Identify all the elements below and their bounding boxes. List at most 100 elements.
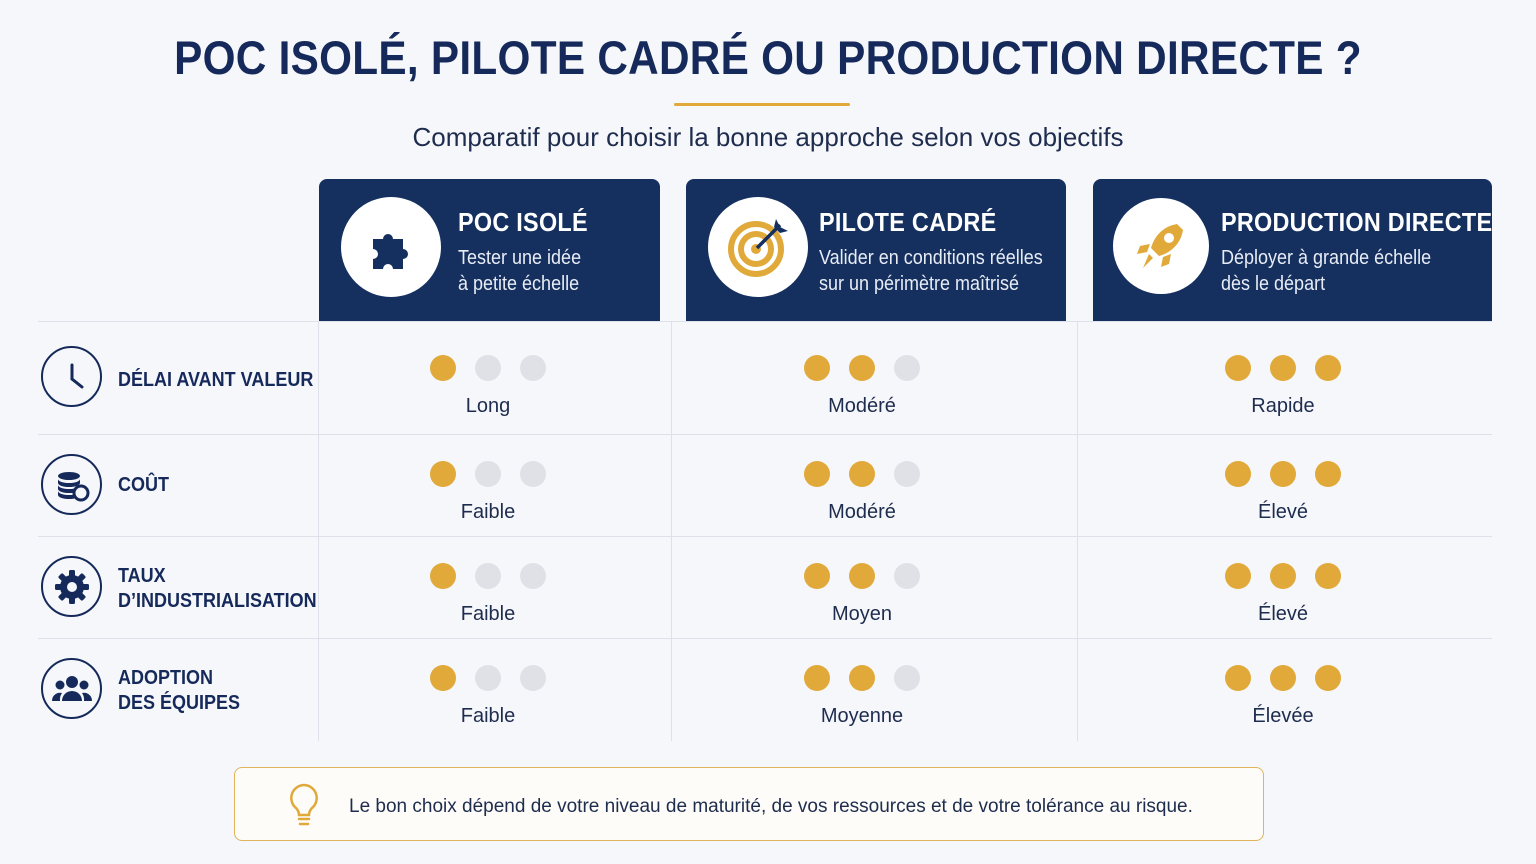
coins-icon — [41, 454, 102, 515]
rating-dot-filled — [430, 563, 456, 589]
row-label-cout: COÛT — [118, 474, 170, 496]
rating-dot-filled — [1270, 461, 1296, 487]
rating-label: Moyenne — [820, 705, 904, 727]
rating-label: Long — [465, 395, 511, 417]
rating-cell: Modéré — [762, 355, 962, 418]
column-header-pilote: PILOTE CADRÉ Valider en conditions réell… — [686, 179, 1066, 321]
rating-dot-filled — [849, 461, 875, 487]
rating-dots — [430, 461, 546, 487]
rating-dots — [804, 563, 920, 589]
title-underline — [674, 103, 850, 106]
rating-dot-filled — [804, 665, 830, 691]
rating-dot-filled — [1225, 563, 1251, 589]
column-divider — [1077, 321, 1078, 741]
rating-dot-empty — [475, 563, 501, 589]
rating-dots — [804, 665, 920, 691]
rating-label: Faible — [460, 501, 516, 523]
rating-cell: Faible — [388, 665, 588, 728]
rating-dot-filled — [1225, 665, 1251, 691]
puzzle-icon — [341, 197, 441, 297]
rating-dots — [804, 355, 920, 381]
rating-label: Moyen — [831, 603, 893, 625]
rating-dots — [1225, 355, 1341, 381]
rating-cell: Moyenne — [762, 665, 962, 728]
gear-icon — [41, 556, 102, 617]
rating-dots — [430, 563, 546, 589]
rating-cell: Élevée — [1183, 665, 1383, 728]
rating-dot-empty — [894, 665, 920, 691]
rating-dots — [1225, 665, 1341, 691]
rating-cell: Élevé — [1183, 563, 1383, 626]
rating-dot-filled — [1315, 563, 1341, 589]
rating-dot-filled — [804, 355, 830, 381]
rating-dot-empty — [475, 355, 501, 381]
row-divider — [38, 536, 1492, 537]
rating-label: Élevé — [1257, 501, 1309, 523]
rating-label: Faible — [460, 603, 516, 625]
row-divider — [38, 638, 1492, 639]
rating-dot-filled — [1315, 461, 1341, 487]
rating-cell: Moyen — [762, 563, 962, 626]
page-subtitle: Comparatif pour choisir la bonne approch… — [412, 122, 1124, 152]
rating-dots — [430, 355, 546, 381]
rating-dot-filled — [849, 665, 875, 691]
advice-note: Le bon choix dépend de votre niveau de m… — [234, 767, 1264, 841]
row-label-industrialisation: TAUX D’INDUSTRIALISATION — [118, 565, 317, 612]
rating-dot-empty — [520, 355, 546, 381]
rating-cell: Faible — [388, 461, 588, 524]
rating-dot-filled — [1225, 461, 1251, 487]
column-header-production: PRODUCTION DIRECTE Déployer à grande éch… — [1093, 179, 1492, 321]
rating-dot-filled — [849, 563, 875, 589]
rating-dot-empty — [520, 461, 546, 487]
column-divider — [318, 321, 319, 741]
column-title: PILOTE CADRÉ — [819, 207, 997, 237]
column-header-poc: POC ISOLÉ Tester une idée à petite échel… — [319, 179, 660, 321]
note-text: Le bon choix dépend de votre niveau de m… — [349, 796, 1193, 817]
rating-cell: Long — [388, 355, 588, 418]
rating-label: Élevé — [1257, 603, 1309, 625]
rating-dot-empty — [894, 563, 920, 589]
rating-dot-filled — [1315, 665, 1341, 691]
rating-label: Rapide — [1251, 395, 1315, 417]
rating-cell: Faible — [388, 563, 588, 626]
rating-label: Faible — [460, 705, 516, 727]
rating-dot-empty — [894, 355, 920, 381]
rating-dot-filled — [430, 461, 456, 487]
column-description: Déployer à grande échelle dès le départ — [1221, 247, 1432, 295]
rating-dots — [430, 665, 546, 691]
rating-dot-filled — [804, 563, 830, 589]
column-title: PRODUCTION DIRECTE — [1221, 207, 1493, 237]
rating-label: Modéré — [828, 395, 896, 417]
rating-dot-filled — [849, 355, 875, 381]
column-description: Tester une idée à petite échelle — [458, 247, 582, 295]
rating-dot-empty — [520, 665, 546, 691]
rating-cell: Élevé — [1183, 461, 1383, 524]
rating-dot-empty — [894, 461, 920, 487]
column-title: POC ISOLÉ — [458, 207, 588, 237]
team-icon — [41, 658, 102, 719]
page-title: POC ISOLÉ, PILOTE CADRÉ OU PRODUCTION DI… — [174, 31, 1362, 84]
rating-label: Modéré — [828, 501, 896, 523]
rating-label: Élevée — [1252, 705, 1314, 727]
rocket-icon — [1113, 198, 1209, 294]
column-divider — [671, 321, 672, 741]
lightbulb-icon — [287, 782, 321, 833]
rating-dot-filled — [430, 355, 456, 381]
rating-dots — [804, 461, 920, 487]
rating-cell: Rapide — [1183, 355, 1383, 418]
row-divider — [38, 434, 1492, 435]
rating-dot-filled — [1270, 665, 1296, 691]
rating-dot-filled — [1270, 355, 1296, 381]
rating-dot-empty — [475, 665, 501, 691]
rating-dots — [1225, 563, 1341, 589]
row-label-adoption: ADOPTION DES ÉQUIPES — [118, 667, 241, 714]
rating-dot-filled — [1225, 355, 1251, 381]
rating-dot-filled — [1315, 355, 1341, 381]
clock-icon — [41, 346, 102, 407]
rating-dot-empty — [475, 461, 501, 487]
rating-dot-filled — [804, 461, 830, 487]
row-label-delai: DÉLAI AVANT VALEUR — [118, 369, 314, 391]
rating-dot-empty — [520, 563, 546, 589]
target-icon — [708, 197, 808, 297]
rating-dots — [1225, 461, 1341, 487]
